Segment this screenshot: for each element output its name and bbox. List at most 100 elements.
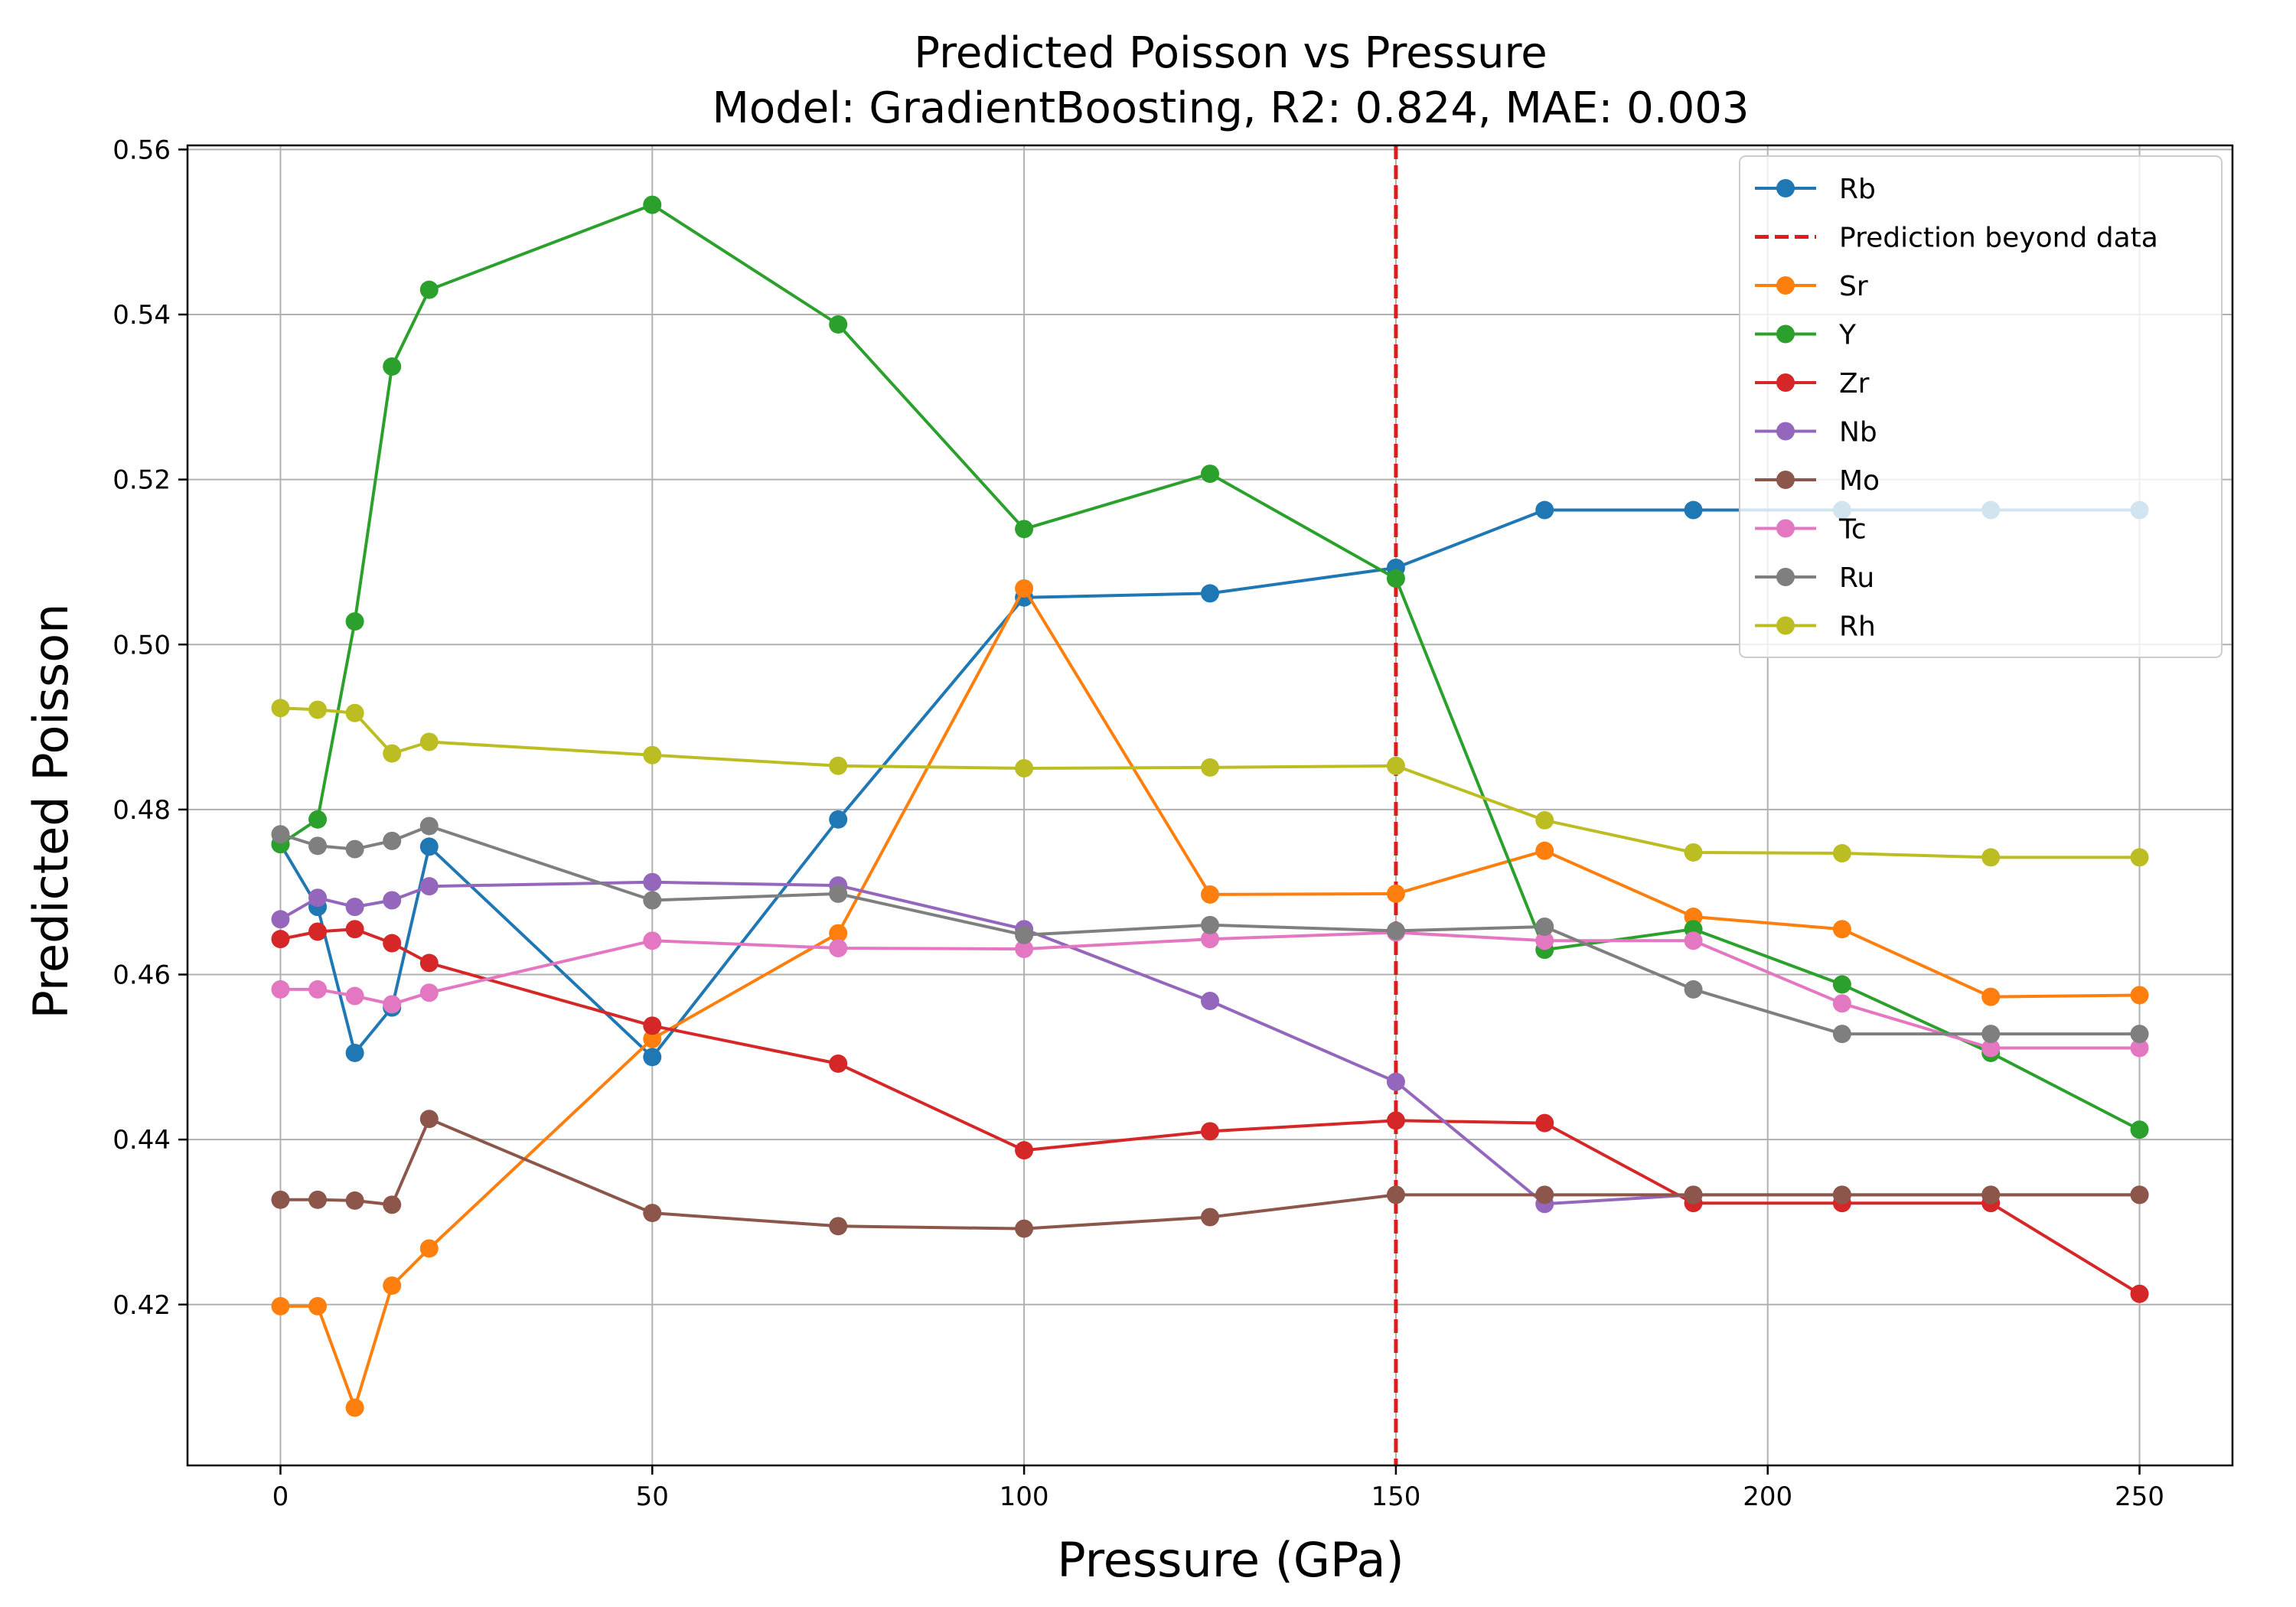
- data-point-mo: [271, 1190, 290, 1209]
- data-point-sr: [419, 1239, 439, 1258]
- x-tick-label: 250: [2115, 1482, 2164, 1512]
- data-point-ru: [1981, 1025, 2001, 1044]
- data-point-rh: [643, 745, 662, 764]
- data-point-mo: [1535, 1185, 1554, 1204]
- y-tick-label: 0.46: [113, 960, 171, 991]
- x-tick-label: 200: [1743, 1482, 1792, 1512]
- data-point-rh: [1684, 843, 1703, 862]
- data-point-rb: [829, 810, 848, 829]
- legend-label: Rb: [1839, 174, 1876, 205]
- series-ru: [271, 817, 2149, 1044]
- data-point-zr: [2130, 1284, 2149, 1303]
- data-point-mo: [308, 1190, 328, 1209]
- legend-swatch-marker: [1776, 373, 1795, 392]
- data-point-ru: [643, 891, 662, 910]
- y-tick-label: 0.50: [113, 630, 171, 660]
- data-point-tc: [308, 980, 328, 999]
- x-axis-ticks: 0 50 100 150 200 250: [272, 1465, 2164, 1512]
- data-point-mo: [383, 1195, 402, 1214]
- data-point-ru: [1832, 1025, 1851, 1044]
- data-point-rh: [383, 744, 402, 763]
- data-point-zr: [271, 930, 290, 949]
- data-point-zr: [308, 922, 328, 941]
- data-point-y: [643, 195, 662, 214]
- data-point-sr: [643, 1029, 662, 1048]
- legend-label: Rh: [1839, 611, 1876, 643]
- data-point-tc: [1201, 930, 1219, 949]
- data-point-ru: [1386, 921, 1405, 940]
- data-point-mo: [1386, 1185, 1405, 1204]
- data-point-mo: [829, 1217, 848, 1236]
- legend-swatch-marker: [1776, 324, 1795, 344]
- legend-label: Ru: [1839, 562, 1874, 594]
- data-point-ru: [271, 825, 290, 844]
- legend-label: Prediction beyond data: [1839, 223, 2158, 254]
- data-point-sr: [1015, 579, 1034, 598]
- legend-entry: Nb: [1755, 417, 1877, 448]
- data-point-mo: [419, 1110, 439, 1129]
- data-point-y: [383, 357, 402, 376]
- data-point-sr: [1535, 841, 1554, 860]
- data-point-tc: [271, 980, 290, 999]
- data-point-ru: [1201, 915, 1219, 934]
- data-point-mo: [345, 1191, 364, 1210]
- data-point-zr: [1015, 1141, 1034, 1160]
- data-point-zr: [383, 934, 402, 953]
- data-point-rh: [1535, 810, 1554, 830]
- series-rh: [271, 699, 2149, 867]
- data-point-y: [345, 612, 364, 631]
- data-point-nb: [419, 877, 439, 896]
- y-tick-label: 0.56: [113, 135, 171, 165]
- data-point-mo: [2130, 1185, 2149, 1204]
- data-point-ru: [419, 817, 439, 836]
- data-point-tc: [2130, 1038, 2149, 1058]
- data-point-y: [1201, 464, 1219, 484]
- data-point-nb: [308, 888, 328, 908]
- legend-swatch-marker: [1776, 616, 1795, 635]
- data-point-tc: [1684, 931, 1703, 950]
- legend-swatch-marker: [1776, 519, 1795, 538]
- data-point-rb: [345, 1043, 364, 1062]
- data-point-sr: [271, 1296, 290, 1315]
- y-axis-ticks: 0.42 0.44 0.46 0.48 0.50 0.52 0.54 0.56: [113, 135, 188, 1321]
- data-point-sr: [2130, 986, 2149, 1005]
- data-point-ru: [1535, 917, 1554, 936]
- data-point-tc: [383, 995, 402, 1014]
- data-point-nb: [643, 872, 662, 892]
- legend-label: Mo: [1839, 465, 1880, 497]
- legend-label: Sr: [1839, 271, 1868, 302]
- data-point-nb: [1201, 992, 1219, 1011]
- data-point-rh: [2130, 848, 2149, 867]
- data-point-tc: [1981, 1038, 2001, 1058]
- data-point-rb: [419, 837, 439, 856]
- series-mo: [271, 1110, 2149, 1238]
- legend-entry: Ru: [1755, 562, 1874, 594]
- data-point-sr: [1201, 885, 1219, 904]
- data-point-nb: [1386, 1072, 1405, 1091]
- data-point-zr: [829, 1054, 848, 1073]
- data-point-y: [308, 810, 328, 829]
- chart-title: Predicted Poisson vs Pressure: [914, 28, 1547, 78]
- data-point-sr: [1386, 884, 1405, 903]
- x-tick-label: 0: [272, 1482, 289, 1512]
- data-point-ru: [1684, 980, 1703, 999]
- data-point-sr: [383, 1276, 402, 1295]
- y-tick-label: 0.54: [113, 300, 171, 331]
- data-point-rh: [271, 699, 290, 718]
- data-point-mo: [1201, 1208, 1219, 1227]
- data-point-y: [2130, 1120, 2149, 1139]
- data-point-rh: [419, 732, 439, 751]
- data-point-sr: [1832, 920, 1851, 939]
- series-group: [271, 195, 2149, 1417]
- x-tick-label: 100: [1000, 1482, 1049, 1512]
- data-point-sr: [308, 1296, 328, 1315]
- data-point-zr: [1386, 1111, 1405, 1130]
- data-point-tc: [1832, 994, 1851, 1013]
- y-tick-label: 0.44: [113, 1125, 171, 1156]
- data-point-ru: [829, 884, 848, 903]
- legend-entry: Rb: [1755, 174, 1876, 205]
- legend-entry: Prediction beyond data: [1755, 223, 2158, 254]
- data-point-rh: [1201, 758, 1219, 777]
- x-tick-label: 150: [1371, 1482, 1420, 1512]
